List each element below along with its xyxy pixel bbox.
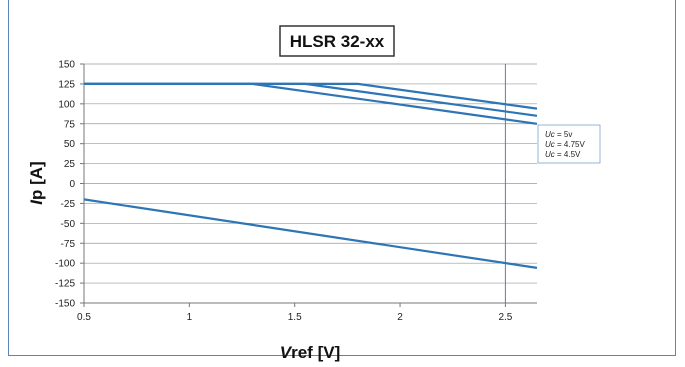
legend-entry-3-italic: Uc bbox=[545, 150, 555, 159]
y-tick-labels: 150 125 100 75 50 25 0 -25 -50 -75 -100 -125 -150 bbox=[55, 60, 84, 310]
x-axis-label: Vref [V] bbox=[280, 343, 340, 362]
legend-entry-2: Uc = 4.75V bbox=[545, 140, 585, 149]
series-line-3 bbox=[84, 82, 538, 125]
series-line-4 bbox=[83, 198, 538, 269]
y-tick-label-7: -25 bbox=[61, 199, 76, 210]
chart-title-box bbox=[279, 25, 395, 57]
y-tick-label-5: 25 bbox=[64, 159, 76, 170]
chart-frame bbox=[8, 0, 676, 356]
series-line-1 bbox=[84, 82, 538, 110]
legend-entry-2-rest: = 4.75V bbox=[555, 140, 586, 149]
legend-entry-3-rest: = 4.5V bbox=[555, 150, 581, 159]
y-tick-label-3: 75 bbox=[64, 119, 76, 130]
y-tick-label-9: -75 bbox=[61, 239, 76, 250]
x-tick-label-2: 1.5 bbox=[288, 312, 302, 323]
y-tick-label-8: -50 bbox=[61, 219, 76, 230]
x-tick-labels: 0.5 1 1.5 2 2.5 bbox=[77, 303, 513, 323]
y-tick-label-10: -100 bbox=[55, 259, 75, 270]
y-tick-label-6: 0 bbox=[69, 179, 75, 190]
x-axis-label-italic: V bbox=[280, 343, 293, 362]
y-tick-label-2: 100 bbox=[58, 99, 75, 110]
legend-entry-3: Uc = 4.5V bbox=[545, 150, 581, 159]
series-lines bbox=[83, 82, 538, 269]
y-tick-label-11: -125 bbox=[55, 279, 75, 290]
legend-entry-1-rest: = 5v bbox=[555, 130, 573, 139]
legend: Uc = 5v Uc = 4.75V Uc = 4.5V bbox=[537, 124, 601, 164]
y-axis-label-italic: I bbox=[27, 199, 46, 205]
legend-box bbox=[537, 124, 601, 164]
y-tick-label-0: 150 bbox=[58, 60, 75, 71]
legend-entry-1: Uc = 5v bbox=[545, 130, 572, 139]
y-tick-label-4: 50 bbox=[64, 139, 76, 150]
x-tick-label-4: 2.5 bbox=[498, 312, 512, 323]
y-tick-label-12: -150 bbox=[55, 299, 75, 310]
x-tick-label-3: 2 bbox=[397, 312, 403, 323]
x-tick-label-1: 1 bbox=[187, 312, 193, 323]
y-tick-label-1: 125 bbox=[58, 79, 75, 90]
chart-title: HLSR 32-xx bbox=[290, 32, 385, 51]
y-axis-label-rest: p [A] bbox=[27, 161, 46, 200]
legend-entry-2-italic: Uc bbox=[545, 140, 555, 149]
legend-entry-1-italic: Uc bbox=[545, 130, 555, 139]
x-tick-label-0: 0.5 bbox=[77, 312, 91, 323]
y-axis-label: Ip [A] bbox=[27, 161, 46, 204]
x-axis-label-rest: ref [V] bbox=[291, 343, 340, 362]
